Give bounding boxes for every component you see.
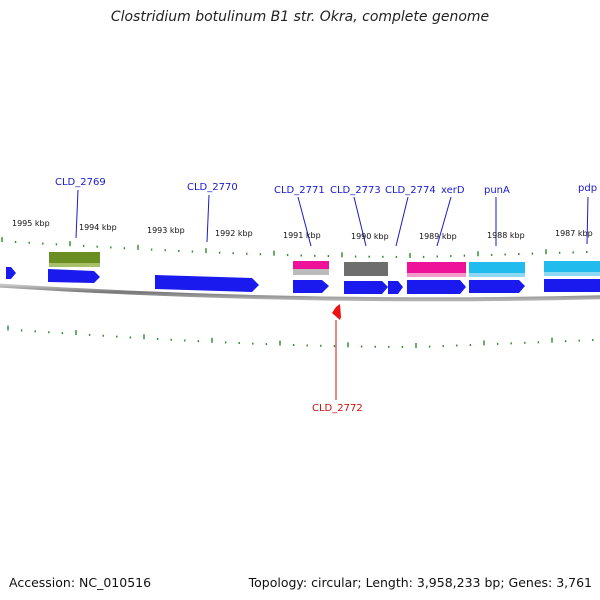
feature-bar-cld2771-shadow (293, 269, 329, 275)
cds-arrow-pdp[interactable] (544, 279, 600, 292)
gene-label-cld2769[interactable]: CLD_2769 (55, 177, 106, 188)
feature-bar-cld2773[interactable] (344, 262, 388, 276)
gene-label-pdp[interactable]: pdp (578, 183, 597, 194)
cds-arrow-partial[interactable] (6, 267, 16, 279)
cds-arrow-cld2771[interactable] (293, 280, 329, 293)
feature-bar-puna[interactable] (469, 262, 525, 275)
scale-label-1990: 1990 kbp (351, 232, 389, 241)
gene-label-cld2773[interactable]: CLD_2773 (330, 185, 381, 196)
genome-backbone (0, 283, 600, 302)
scale-label-1992: 1992 kbp (215, 229, 253, 238)
feature-bar-puna-shadow (469, 273, 525, 277)
cds-arrow-cld2772[interactable] (332, 304, 341, 320)
gene-label-cld2772[interactable]: CLD_2772 (312, 403, 363, 414)
scale-label-1994: 1994 kbp (79, 223, 117, 232)
feature-bar-cld2771[interactable] (293, 261, 329, 270)
gene-label-xerd[interactable]: xerD (441, 185, 465, 196)
cds-arrow-puna[interactable] (469, 280, 525, 293)
cds-arrow-cld2773[interactable] (344, 281, 388, 294)
outer-scale-ticks (1, 237, 588, 258)
feature-bar-pdp-shadow (544, 272, 600, 276)
accession-label: Accession: NC_010516 (9, 575, 152, 590)
genome-title: Clostridium botulinum B1 str. Okra, comp… (110, 9, 490, 25)
gene-label-puna[interactable]: punA (484, 185, 510, 196)
cds-arrow-cld2770[interactable] (155, 275, 259, 292)
feature-bar-xerd[interactable] (407, 262, 466, 275)
label-leaders (75, 189, 589, 400)
scale-label-1993: 1993 kbp (147, 226, 185, 235)
cds-arrow-cld2774[interactable] (388, 281, 403, 294)
genome-summary: Topology: circular; Length: 3,958,233 bp… (248, 575, 592, 590)
scale-label-1995: 1995 kbp (12, 219, 50, 228)
gene-label-cld2770[interactable]: CLD_2770 (187, 182, 238, 193)
feature-bar-cld2769[interactable] (49, 252, 100, 266)
scale-label-1991: 1991 kbp (283, 231, 321, 240)
feature-bar-pdp[interactable] (544, 261, 600, 274)
gene-label-cld2771[interactable]: CLD_2771 (274, 185, 325, 196)
cds-arrow-cld2769[interactable] (48, 269, 100, 283)
cds-arrow-xerd[interactable] (407, 280, 466, 294)
gene-label-cld2774[interactable]: CLD_2774 (385, 185, 436, 196)
inner-scale-ticks (7, 325, 594, 348)
feature-bar-xerd-shadow (407, 273, 466, 277)
feature-bar-cld2769-shadow (49, 263, 100, 267)
scale-label-1987: 1987 kbp (555, 229, 593, 238)
scale-label-1989: 1989 kbp (419, 232, 457, 241)
scale-label-1988: 1988 kbp (487, 231, 525, 240)
